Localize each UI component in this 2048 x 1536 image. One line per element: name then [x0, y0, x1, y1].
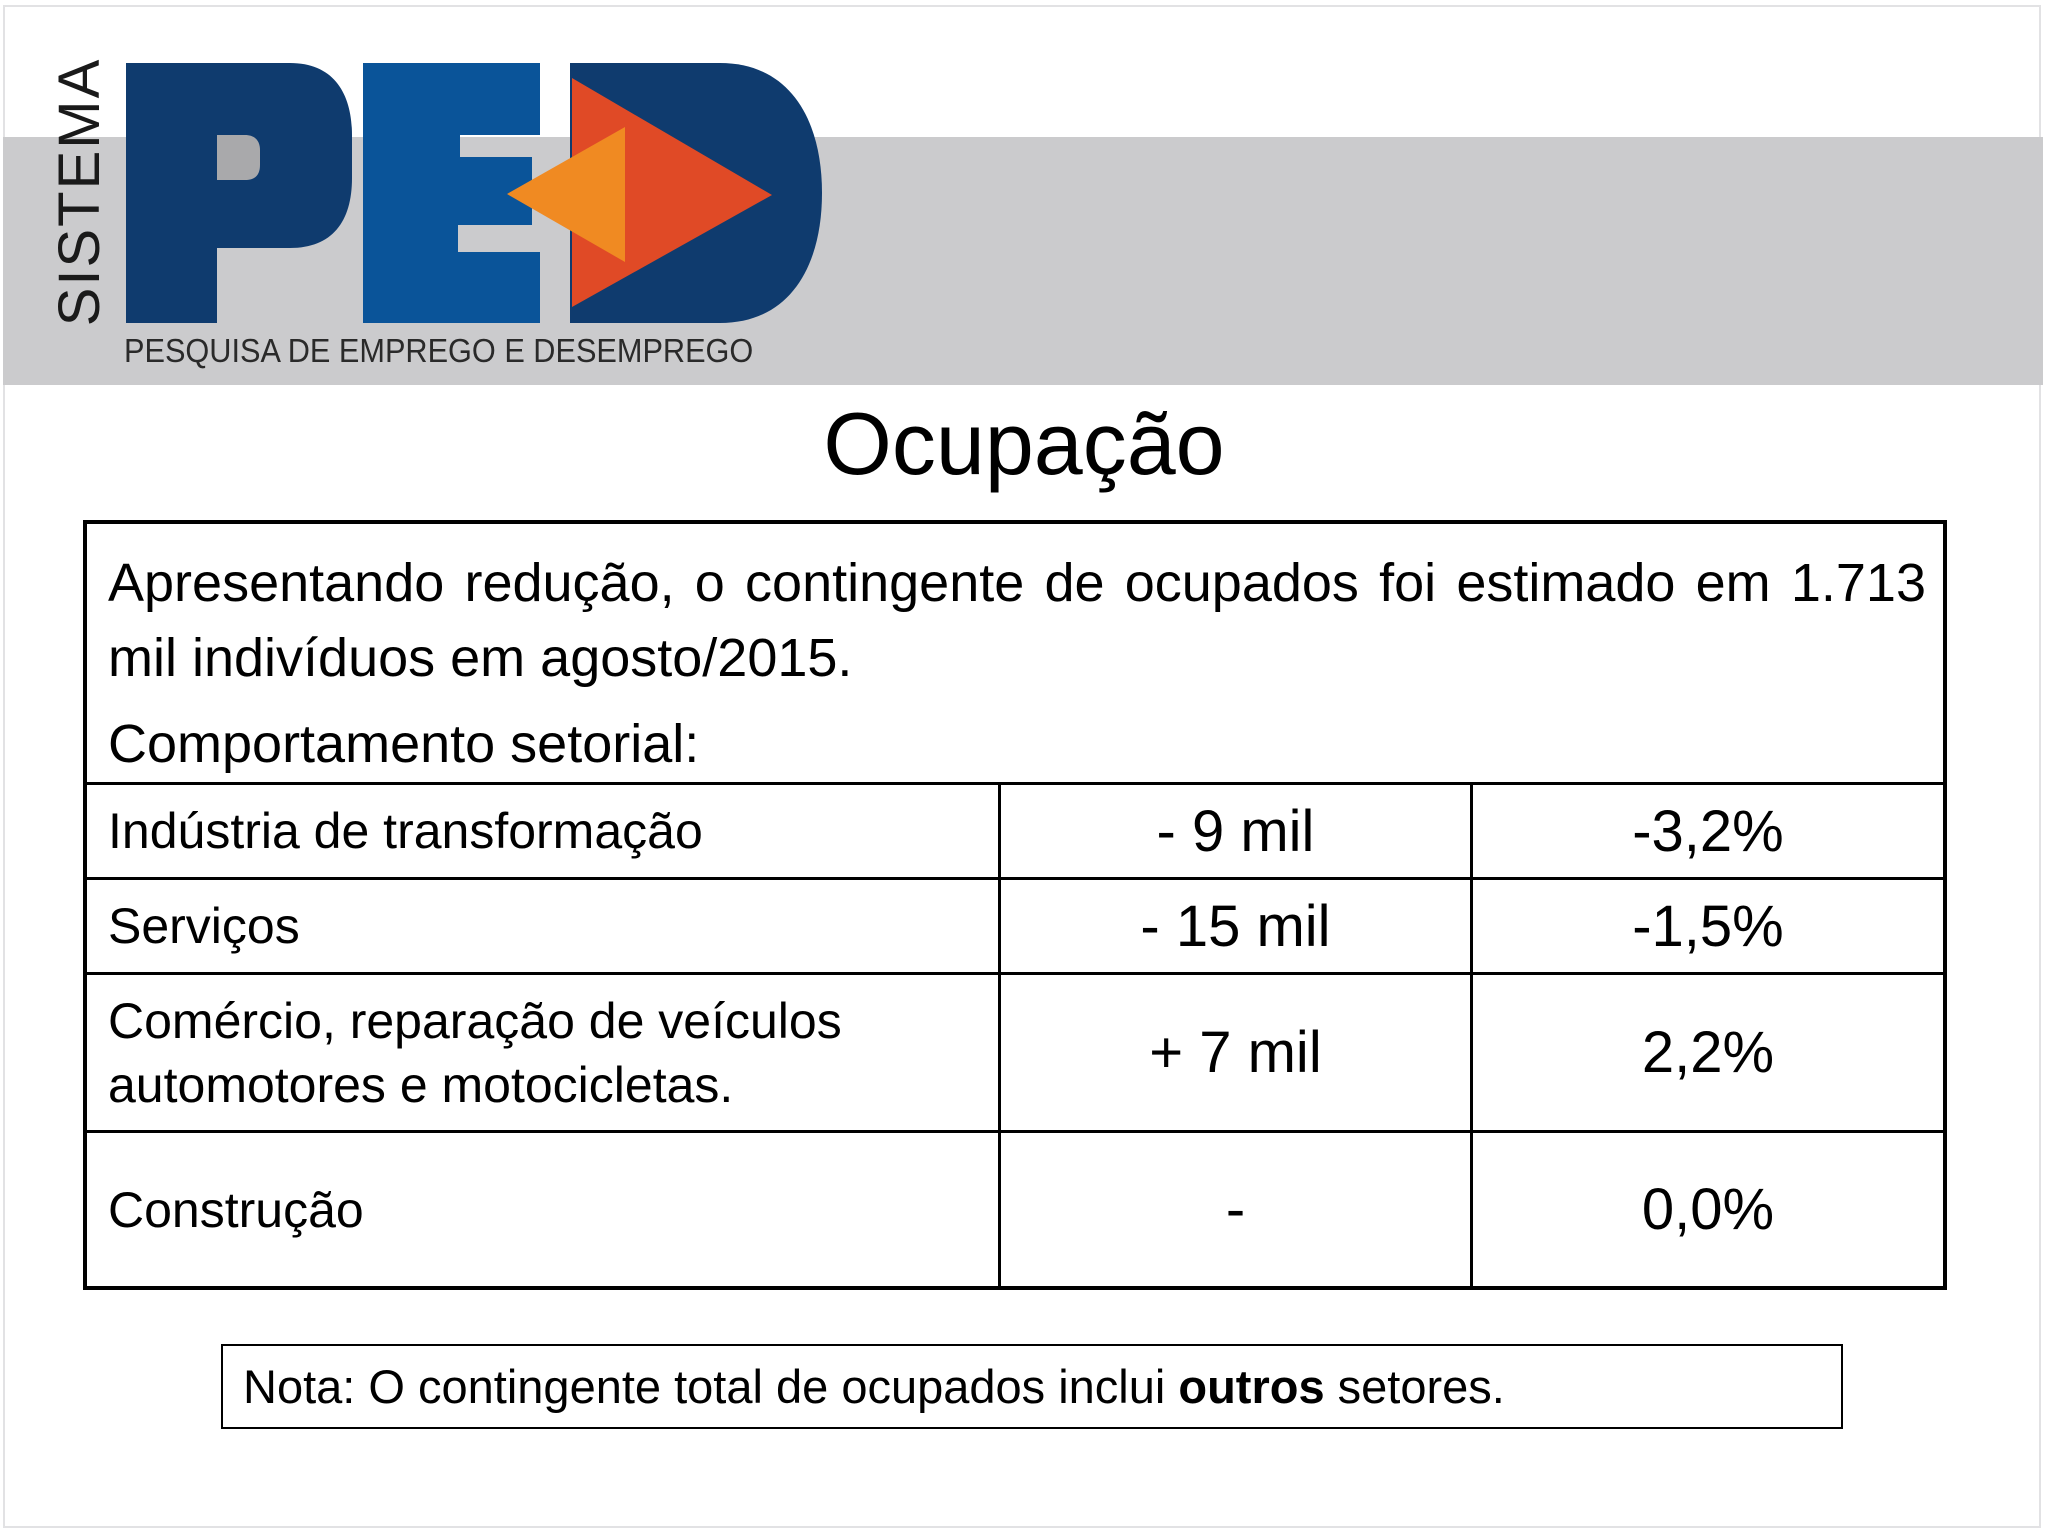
- section-label: Comportamento setorial:: [108, 714, 700, 774]
- sector-change-pct: 2,2%: [1641, 1020, 1775, 1085]
- sector-name: Serviços: [108, 898, 300, 954]
- ped-logo: SISTEMA PESQUISA DE EMPREGO E DESEMPREGO: [0, 0, 840, 380]
- note-bold: outros: [1178, 1360, 1325, 1413]
- slide-frame: [3, 5, 2041, 1528]
- summary-text: Apresentando redução, o contingente de o…: [108, 553, 1926, 688]
- occupation-table: Apresentando redução, o contingente de o…: [83, 520, 1947, 1290]
- column-divider: [1470, 782, 1473, 1286]
- logo-subtitle: PESQUISA DE EMPREGO E DESEMPREGO: [124, 332, 754, 369]
- page-title: Ocupação: [823, 394, 1225, 493]
- note-prefix: Nota: O contingente total de ocupados in…: [243, 1360, 1179, 1413]
- sector-change-pct: -1,5%: [1632, 893, 1784, 959]
- sector-change-pct: -3,2%: [1632, 798, 1784, 864]
- sector-change-abs: - 15 mil: [1140, 893, 1331, 959]
- sector-change-pct: 0,0%: [1641, 1177, 1775, 1242]
- ped-logo-icon: [126, 63, 822, 323]
- note-box: Nota: O contingente total de ocupados in…: [221, 1344, 1843, 1429]
- sector-change-abs: + 7 mil: [1149, 1020, 1322, 1085]
- row-divider: [87, 877, 1943, 880]
- row-divider: [87, 972, 1943, 975]
- sector-change-abs: - 9 mil: [1156, 798, 1315, 864]
- sector-name: Indústria de transformação: [108, 803, 703, 859]
- sector-name: Construção: [108, 1181, 364, 1238]
- row-divider: [87, 1130, 1943, 1133]
- column-divider: [998, 782, 1001, 1286]
- sector-change-abs: -: [1225, 1177, 1246, 1242]
- row-divider: [87, 782, 1943, 785]
- sector-name: Comércio, reparação de veículos automoto…: [108, 992, 842, 1113]
- note-suffix: setores.: [1324, 1360, 1505, 1413]
